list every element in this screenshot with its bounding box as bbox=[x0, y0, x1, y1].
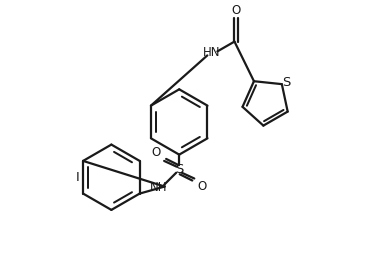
Text: S: S bbox=[282, 76, 291, 89]
Text: O: O bbox=[198, 180, 207, 193]
Text: HN: HN bbox=[203, 46, 221, 59]
Text: S: S bbox=[175, 163, 183, 176]
Text: I: I bbox=[76, 171, 79, 184]
Text: NH: NH bbox=[150, 181, 168, 194]
Text: O: O bbox=[152, 146, 161, 159]
Text: O: O bbox=[232, 4, 241, 17]
